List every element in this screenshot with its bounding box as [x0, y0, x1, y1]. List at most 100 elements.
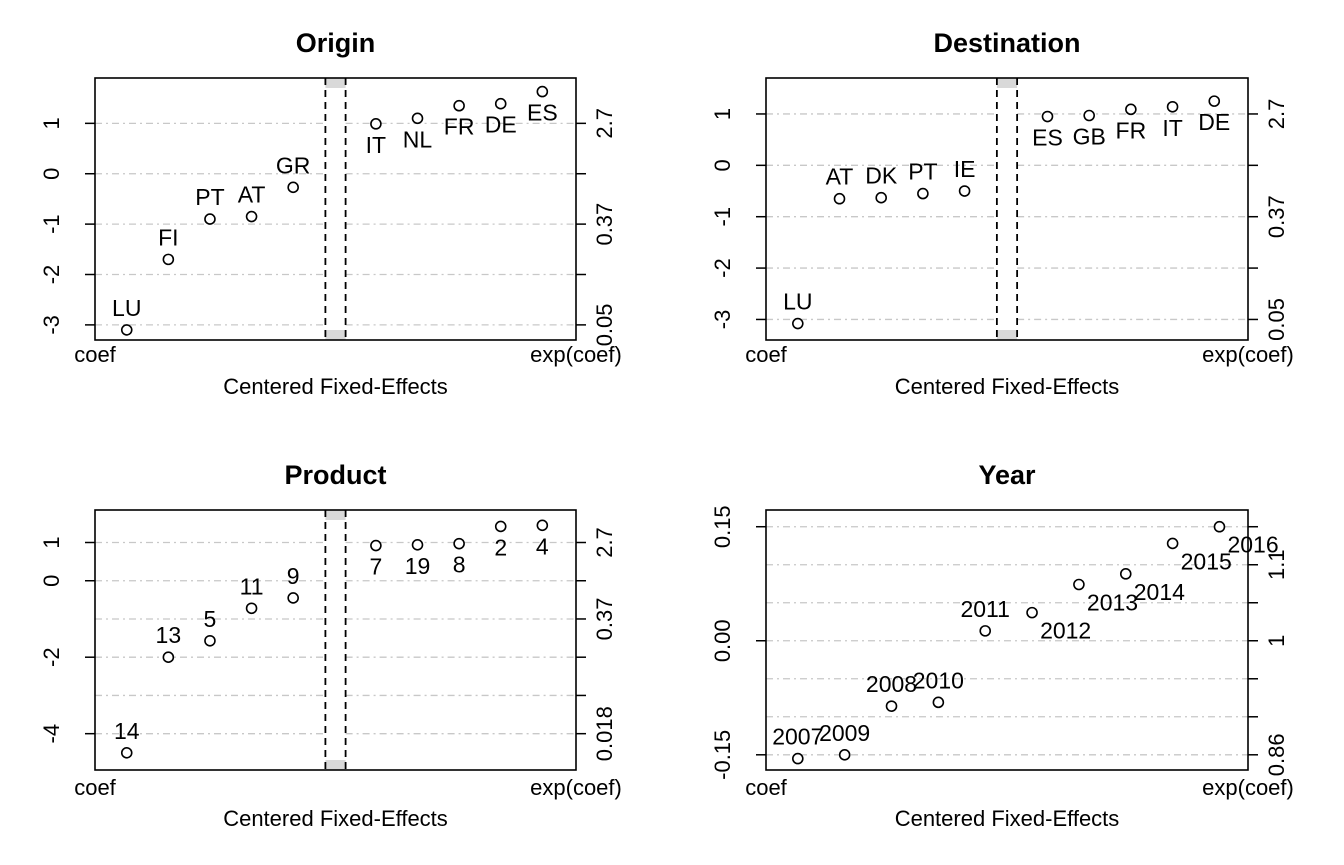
- year-point-2010: [932, 696, 945, 709]
- year-point-label-2008: 2008: [866, 671, 917, 697]
- origin-point-ES: [536, 85, 549, 98]
- origin-point-label-NL: NL: [403, 126, 433, 152]
- year-point-2013: [1073, 578, 1085, 591]
- panel-destination: Destination 1 0 -1 -2 -3 2.7 0.37 0.05 coef exp(co…: [710, 28, 1294, 399]
- origin-point-PT: [204, 213, 216, 225]
- origin-right-tick-label: 2.7: [592, 108, 617, 139]
- destination-point-ES: [1041, 110, 1054, 123]
- destination-y-tick-label: 1: [710, 108, 735, 120]
- year-point-2007: [792, 752, 804, 765]
- origin-point-label-ES: ES: [527, 100, 558, 126]
- destination-y-tick-label: 0: [710, 159, 735, 171]
- product-separator-top: [325, 510, 346, 520]
- origin-title: Origin: [296, 28, 376, 58]
- destination-y-tick-label: -2: [710, 258, 735, 278]
- origin-point-label-DE: DE: [485, 112, 517, 138]
- year-point-label-2013: 2013: [1087, 590, 1138, 616]
- origin-y-tick-label: 1: [39, 117, 64, 129]
- product-point-label-5: 5: [204, 606, 217, 632]
- destination-point-label-FR: FR: [1116, 117, 1147, 143]
- destination-separator-bottom: [996, 330, 1018, 340]
- year-point-label-2012: 2012: [1040, 618, 1091, 644]
- product-point-label-9: 9: [287, 563, 300, 589]
- origin-x-axis-label: Centered Fixed-Effects: [223, 374, 448, 399]
- destination-right-tick-label: 0.05: [1264, 298, 1289, 341]
- year-title: Year: [978, 460, 1036, 490]
- product-point-11: [245, 602, 258, 615]
- product-point-19: [411, 538, 424, 551]
- destination-right-tick-label: 2.7: [1264, 99, 1289, 130]
- year-right-tick-label: 0.86: [1264, 733, 1289, 776]
- year-point-label-2011: 2011: [960, 596, 1009, 622]
- destination-point-label-IT: IT: [1162, 115, 1182, 141]
- origin-point-IT: [370, 118, 382, 130]
- year-point-2011: [979, 625, 992, 637]
- product-right-tick-label: 0.37: [592, 598, 617, 641]
- destination-exp-coef-label: exp(coef): [1202, 342, 1294, 367]
- product-point-9: [287, 592, 299, 604]
- origin-point-label-FR: FR: [444, 114, 475, 140]
- panel-year: Year 0.15 0.00 -0.15 1.1 1 0.86 coef exp(coef) Ce…: [710, 460, 1294, 831]
- destination-point-AT: [833, 192, 846, 205]
- product-point-label-4: 4: [536, 533, 549, 559]
- origin-point-label-IT: IT: [366, 132, 386, 158]
- year-point-label-2010: 2010: [913, 667, 964, 693]
- product-coef-label: coef: [74, 775, 116, 800]
- year-exp-coef-label: exp(coef): [1202, 775, 1294, 800]
- destination-y-tick-label: -1: [710, 207, 735, 227]
- year-coef-label: coef: [745, 775, 787, 800]
- destination-point-label-PT: PT: [908, 159, 937, 185]
- product-point-4: [536, 519, 549, 532]
- origin-point-NL: [411, 112, 424, 125]
- destination-point-FR: [1125, 103, 1137, 116]
- origin-right-tick-label: 0.37: [592, 203, 617, 246]
- origin-separator-top: [325, 78, 346, 88]
- origin-point-AT: [245, 210, 258, 223]
- origin-point-GR: [287, 181, 299, 194]
- year-point-2015: [1166, 537, 1179, 550]
- destination-separator-top: [996, 78, 1018, 88]
- product-point-label-8: 8: [453, 552, 466, 578]
- origin-point-LU: [120, 324, 133, 336]
- product-point-label-11: 11: [240, 573, 264, 599]
- origin-separator-bottom: [325, 330, 346, 340]
- destination-point-label-AT: AT: [826, 164, 854, 190]
- destination-coef-label: coef: [745, 342, 787, 367]
- year-x-axis-label: Centered Fixed-Effects: [895, 806, 1120, 831]
- year-point-label-2007: 2007: [772, 724, 823, 750]
- destination-right-tick-label: 0.37: [1264, 195, 1289, 238]
- origin-plot-box: [94, 77, 577, 341]
- year-right-tick-label: 1.1: [1264, 549, 1289, 580]
- product-point-2: [494, 520, 507, 533]
- product-x-axis-label: Centered Fixed-Effects: [223, 806, 448, 831]
- year-point-label-2016: 2016: [1227, 532, 1278, 558]
- product-title: Product: [284, 460, 386, 490]
- product-right-tick-label: 0.018: [592, 706, 617, 761]
- product-separator-bottom: [325, 760, 346, 770]
- origin-right-tick-label: 0.05: [592, 303, 617, 346]
- destination-point-label-DE: DE: [1198, 109, 1230, 135]
- origin-point-label-LU: LU: [112, 295, 141, 321]
- product-point-label-13: 13: [156, 622, 182, 648]
- origin-coef-label: coef: [74, 342, 116, 367]
- product-y-tick-label: -2: [39, 647, 64, 667]
- product-y-tick-label: 1: [39, 536, 64, 548]
- product-point-13: [162, 651, 175, 664]
- year-point-2008: [885, 700, 898, 712]
- origin-point-FR: [453, 99, 465, 112]
- year-point-label-2009: 2009: [819, 720, 870, 746]
- product-point-label-7: 7: [370, 554, 383, 580]
- destination-title: Destination: [933, 28, 1080, 58]
- year-point-label-2015: 2015: [1181, 548, 1232, 574]
- origin-point-FI: [162, 253, 175, 266]
- destination-point-label-ES: ES: [1032, 125, 1063, 151]
- destination-y-tick-label: -3: [710, 310, 735, 330]
- product-point-8: [453, 537, 465, 550]
- product-plot-box: [94, 509, 577, 771]
- year-point-2012: [1026, 606, 1038, 619]
- destination-point-label-DK: DK: [865, 163, 898, 189]
- destination-point-LU: [792, 317, 804, 330]
- destination-point-DE: [1208, 95, 1221, 107]
- destination-point-label-IE: IE: [954, 156, 976, 182]
